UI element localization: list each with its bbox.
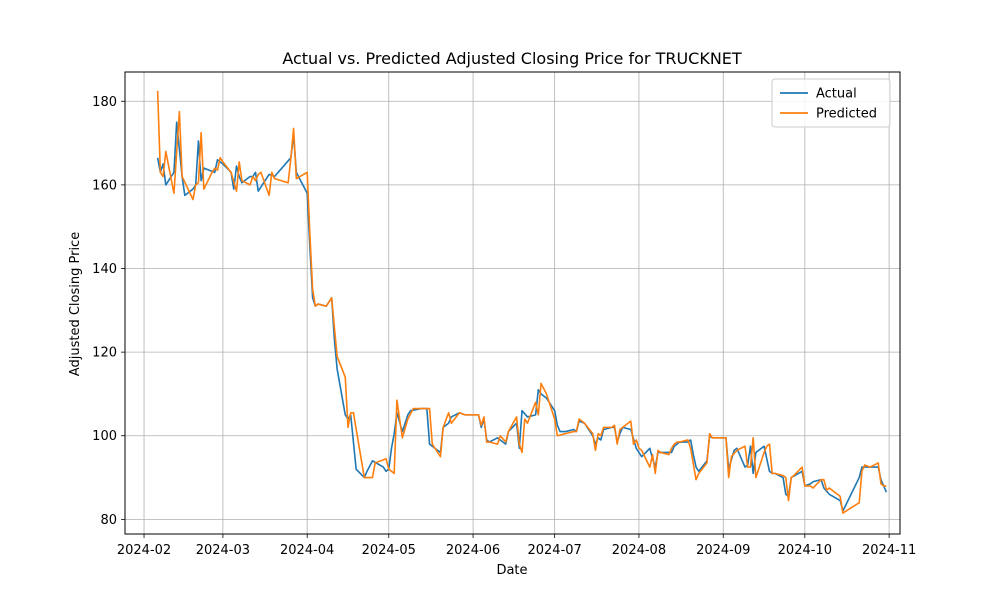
x-tick-label: 2024-05: [362, 543, 416, 558]
y-axis: 80 100 120 140 160 180: [92, 95, 125, 528]
legend-label: Actual: [816, 87, 857, 102]
y-tick-label: 80: [100, 513, 117, 528]
legend-box: [771, 78, 891, 128]
series-lines: [156, 90, 888, 514]
x-tick-label: 2024-11: [862, 543, 916, 558]
legend: Actual Predicted: [771, 78, 891, 128]
x-tick-label: 2024-06: [446, 543, 500, 558]
x-axis: 2024-02 2024-03 2024-04 2024-05 2024-06 2024-…: [117, 534, 916, 558]
chart-title: Actual vs. Predicted Adjusted Closing Pr…: [282, 49, 742, 68]
plot-frame: [124, 71, 901, 535]
y-tick-label: 140: [92, 262, 117, 277]
x-axis-label: Date: [496, 563, 527, 578]
x-tick-label: 2024-04: [280, 543, 334, 558]
y-tick-label: 120: [92, 346, 117, 361]
y-tick-label: 100: [92, 429, 117, 444]
x-tick-label: 2024-09: [696, 543, 750, 558]
y-tick-label: 160: [92, 178, 117, 193]
x-tick-label: 2024-08: [612, 543, 666, 558]
y-tick-label: 180: [92, 95, 117, 110]
y-axis-label: Adjusted Closing Price: [68, 232, 83, 376]
x-tick-label: 2024-02: [117, 543, 171, 558]
series-line-predicted: [156, 90, 887, 514]
x-tick-label: 2024-10: [778, 543, 832, 558]
legend-label: Predicted: [816, 107, 877, 122]
x-tick-label: 2024-07: [527, 543, 581, 558]
grid: [125, 72, 900, 534]
x-tick-label: 2024-03: [196, 543, 250, 558]
